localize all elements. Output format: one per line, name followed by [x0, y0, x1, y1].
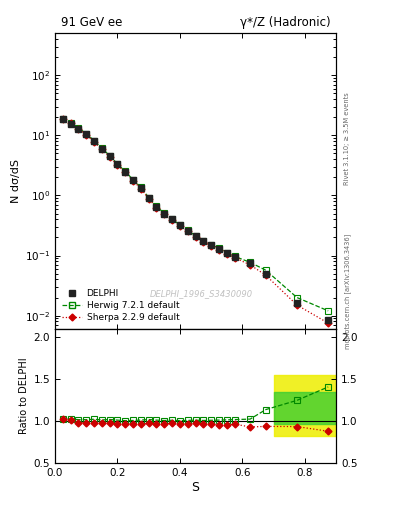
Text: γ*/Z (Hadronic): γ*/Z (Hadronic) [240, 16, 331, 29]
Legend: DELPHI, Herwig 7.2.1 default, Sherpa 2.2.9 default: DELPHI, Herwig 7.2.1 default, Sherpa 2.2… [59, 287, 182, 325]
Y-axis label: Ratio to DELPHI: Ratio to DELPHI [19, 358, 29, 435]
Text: DELPHI_1996_S3430090: DELPHI_1996_S3430090 [150, 289, 253, 298]
X-axis label: S: S [191, 481, 200, 494]
Text: 91 GeV ee: 91 GeV ee [61, 16, 122, 29]
Text: Rivet 3.1.10; ≥ 3.5M events: Rivet 3.1.10; ≥ 3.5M events [344, 92, 350, 185]
Y-axis label: N dσ/dS: N dσ/dS [11, 159, 20, 203]
Text: mcplots.cern.ch [arXiv:1306.3436]: mcplots.cern.ch [arXiv:1306.3436] [344, 234, 351, 350]
